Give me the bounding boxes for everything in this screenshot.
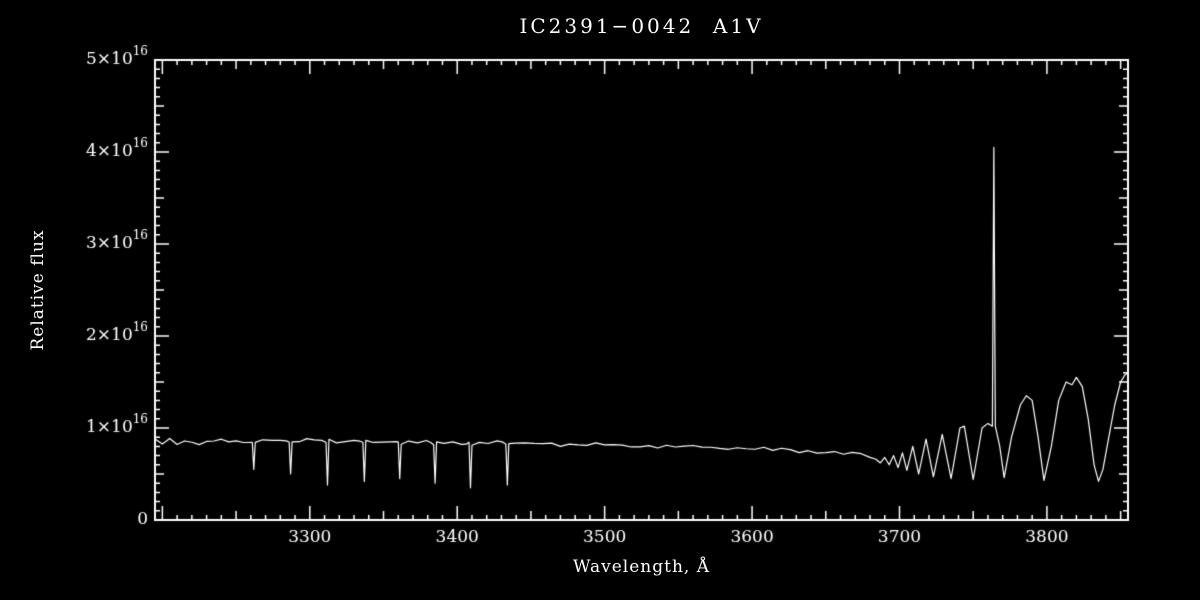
chart-title: IC2391−0042 A1V — [519, 14, 764, 38]
y-axis-label: Relative flux — [28, 229, 48, 351]
x-axis-label: Wavelength, Å — [573, 557, 710, 577]
